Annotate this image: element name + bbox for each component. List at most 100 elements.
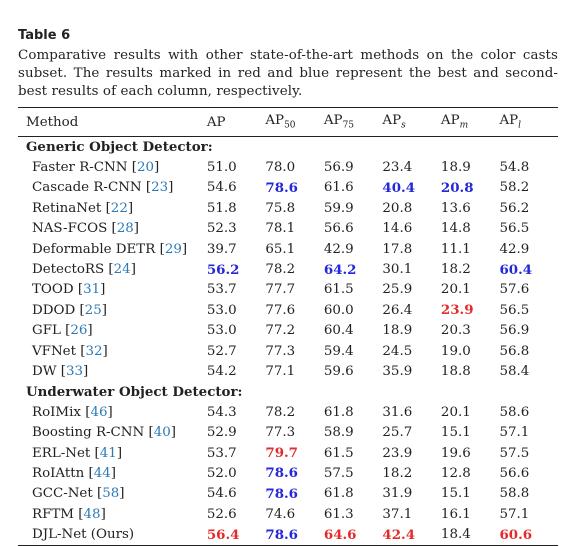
citation-link[interactable]: 20: [136, 160, 155, 176]
metric-cell: 14.8: [440, 221, 471, 237]
metric-cell: 16.1: [440, 506, 471, 522]
table-row: RetinaNet [22] 51.8 75.8 59.9 20.8 13.6 56.2: [18, 198, 558, 218]
method-name: Boosting R-CNN [40]: [32, 425, 177, 441]
citation-link[interactable]: 26: [70, 323, 88, 339]
metric-cell: 58.8: [499, 486, 530, 502]
metric-cell: 59.4: [323, 343, 354, 359]
metric-cell: 60.6: [499, 526, 533, 543]
citation-link[interactable]: 22: [110, 200, 128, 216]
metric-cell: 61.5: [323, 445, 354, 461]
citation-link[interactable]: 28: [116, 221, 134, 237]
metric-cell: 61.3: [323, 506, 354, 522]
header-apm: APm: [440, 113, 469, 131]
metric-cell: 54.2: [206, 363, 237, 379]
citation-link[interactable]: 48: [83, 506, 101, 522]
metric-cell: 35.9: [382, 363, 413, 379]
metric-cell: 56.5: [499, 302, 530, 318]
citation-link[interactable]: 33: [65, 363, 84, 379]
table-row: Deformable DETR [29] 39.7 65.1 42.9 17.8 11.1…: [18, 239, 558, 259]
metric-cell: 23.9: [382, 445, 413, 461]
metric-cell: 30.1: [382, 262, 413, 278]
header-method: Method: [26, 114, 79, 130]
metric-cell: 57.5: [499, 445, 530, 461]
citation-link[interactable]: 44: [93, 465, 111, 481]
table-caption: Comparative results with other state-of-…: [18, 48, 558, 99]
metric-cell: 57.1: [499, 425, 530, 441]
citation-link[interactable]: 58: [102, 486, 120, 502]
metric-cell: 78.6: [265, 465, 298, 482]
citation-link[interactable]: 32: [85, 343, 103, 359]
metric-cell: 58.9: [323, 425, 354, 441]
citation-link[interactable]: 29: [164, 241, 182, 257]
metric-cell: 61.5: [323, 282, 354, 298]
metric-cell: 13.6: [440, 200, 471, 216]
method-name: VFNet [32]: [32, 343, 108, 359]
metric-cell: 54.3: [206, 404, 237, 420]
method-name: Cascade R-CNN [23]: [32, 180, 174, 196]
metric-cell: 51.8: [206, 200, 237, 216]
section-header-row: Underwater Object Detector:: [18, 382, 558, 402]
metric-cell: 18.8: [440, 363, 471, 379]
table-row: RFTM [48] 52.6 74.6 61.3 37.1 16.1 57.1: [18, 504, 558, 524]
metric-cell: 78.6: [265, 179, 298, 196]
metric-cell: 60.4: [323, 323, 354, 339]
metric-cell: 61.8: [323, 486, 354, 502]
method-name: DDOD [25]: [32, 302, 107, 318]
table-row: RoIMix [46] 54.3 78.2 61.8 31.6 20.1 58.6: [18, 402, 558, 422]
metric-cell: 78.2: [265, 262, 296, 278]
metric-cell: 31.6: [382, 404, 413, 420]
metric-cell: 78.2: [265, 404, 296, 420]
method-name: Faster R-CNN [20]: [32, 160, 160, 176]
metric-cell: 56.4: [206, 526, 240, 543]
method-name: RFTM [48]: [32, 506, 106, 522]
header-row: Method AP AP50 AP75 APs APm APl: [18, 107, 558, 137]
table-row: Boosting R-CNN [40] 52.9 77.3 58.9 25.7 15.1 5…: [18, 422, 558, 442]
metric-cell: 53.7: [206, 445, 237, 461]
metric-cell: 14.6: [382, 221, 413, 237]
metric-cell: 78.1: [265, 221, 296, 237]
citation-link[interactable]: 41: [99, 445, 117, 461]
metric-cell: 56.9: [499, 323, 530, 339]
table-row: ERL-Net [41] 53.7 79.7 61.5 23.9 19.6 57.5: [18, 443, 558, 463]
header-aps: APs: [382, 113, 406, 131]
metric-cell: 59.9: [323, 200, 354, 216]
metric-cell: 20.3: [440, 323, 471, 339]
metric-cell: 20.8: [440, 179, 474, 196]
metric-cell: 56.5: [499, 221, 530, 237]
citation-link[interactable]: 40: [153, 425, 171, 441]
metric-cell: 20.1: [440, 282, 471, 298]
table-row: Cascade R-CNN [23] 54.6 78.6 61.6 40.4 20.8 58…: [18, 178, 558, 198]
metric-cell: 65.1: [265, 241, 296, 257]
metric-cell: 53.0: [206, 323, 237, 339]
table-row: DetectoRS [24] 56.2 78.2 64.2 30.1 18.2 60.4: [18, 259, 558, 279]
metric-cell: 11.1: [440, 241, 471, 257]
metric-cell: 60.0: [323, 302, 354, 318]
metric-cell: 57.1: [499, 506, 530, 522]
table-row: DDOD [25] 53.0 77.6 60.0 26.4 23.9 56.5: [18, 300, 558, 320]
method-name: NAS-FCOS [28]: [32, 221, 140, 237]
citation-link[interactable]: 24: [113, 262, 131, 278]
citation-link[interactable]: 31: [83, 282, 101, 298]
metric-cell: 51.0: [206, 160, 237, 176]
section-header-row: Generic Object Detector:: [18, 137, 558, 158]
metric-cell: 58.4: [499, 363, 530, 379]
metric-cell: 79.7: [265, 445, 298, 462]
metric-cell: 17.8: [382, 241, 413, 257]
table-label: Table 6: [18, 28, 71, 43]
metric-cell: 74.6: [265, 506, 296, 522]
metric-cell: 53.0: [206, 302, 237, 318]
metric-cell: 12.8: [440, 465, 471, 481]
table-row: DW [33] 54.2 77.1 59.6 35.9 18.8 58.4: [18, 361, 558, 381]
method-name: RoIMix [46]: [32, 404, 113, 420]
metric-cell: 64.6: [323, 526, 357, 543]
section-title: Underwater Object Detector:: [26, 383, 243, 400]
metric-cell: 42.4: [382, 526, 416, 543]
citation-link[interactable]: 25: [84, 302, 102, 318]
citation-link[interactable]: 23: [151, 180, 169, 196]
metric-cell: 54.6: [206, 180, 237, 196]
table-row: TOOD [31] 53.7 77.7 61.5 25.9 20.1 57.6: [18, 280, 558, 300]
table-row: Faster R-CNN [20] 51.0 78.0 56.9 23.4 18.9 54.…: [18, 157, 558, 177]
metric-cell: 18.9: [440, 160, 471, 176]
citation-link[interactable]: 46: [90, 404, 108, 420]
metric-cell: 56.6: [323, 221, 354, 237]
